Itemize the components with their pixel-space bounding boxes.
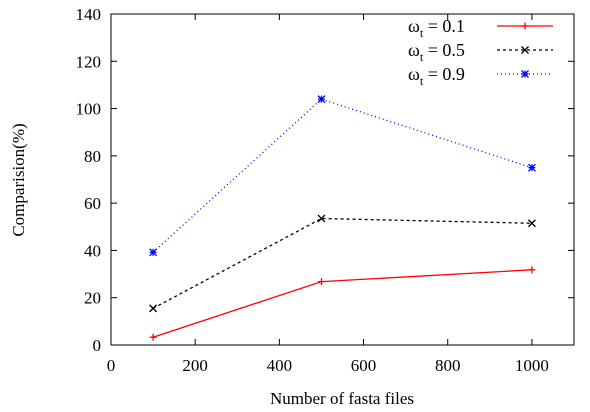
y-tick-label: 40 bbox=[84, 241, 101, 260]
legend-subscript: t bbox=[420, 26, 424, 40]
legend-marker bbox=[521, 22, 529, 30]
y-tick-label: 0 bbox=[93, 336, 102, 355]
x-tick-label: 0 bbox=[107, 356, 116, 375]
marker-stroke bbox=[521, 70, 529, 78]
legend-subscript: t bbox=[420, 74, 424, 88]
y-tick-label: 20 bbox=[84, 289, 101, 308]
series-line bbox=[152, 217, 532, 309]
marker-stroke bbox=[317, 95, 326, 104]
data-point bbox=[527, 219, 536, 228]
marker-stroke bbox=[149, 304, 158, 313]
legend-label: ωt = 0.9 bbox=[408, 64, 465, 88]
marker-stroke bbox=[527, 163, 536, 172]
marker-stroke bbox=[317, 214, 326, 223]
data-point bbox=[149, 333, 157, 341]
y-tick-label: 120 bbox=[76, 52, 102, 71]
data-point bbox=[528, 266, 536, 274]
y-axis-title: Comparision(%) bbox=[9, 123, 28, 236]
series-layer bbox=[149, 95, 536, 341]
legend-marker bbox=[521, 46, 529, 54]
x-axis-title: Number of fasta files bbox=[270, 389, 414, 408]
x-tick-label: 200 bbox=[182, 356, 208, 375]
y-tick-label: 60 bbox=[84, 194, 101, 213]
series-1 bbox=[149, 266, 536, 341]
series-2 bbox=[149, 214, 536, 313]
marker-stroke bbox=[149, 248, 158, 257]
legend-value: = 0.5 bbox=[423, 40, 465, 60]
tick-labels: 0 200 400 600 800 1000 0 20 40 60 80 100 120 140 bbox=[76, 5, 549, 375]
plot-frame bbox=[110, 13, 575, 346]
legend-value: = 0.1 bbox=[423, 16, 465, 36]
x-tick-label: 800 bbox=[435, 356, 461, 375]
series-line bbox=[152, 98, 533, 253]
y-tick-label: 80 bbox=[84, 147, 101, 166]
legend-label: ωt = 0.5 bbox=[408, 40, 465, 64]
legend-symbol: ω bbox=[408, 64, 420, 84]
legend-item: ωt = 0.1 bbox=[408, 16, 553, 40]
legend-symbol: ω bbox=[408, 16, 420, 36]
data-point bbox=[317, 214, 326, 223]
marker-stroke bbox=[521, 46, 529, 54]
series-3 bbox=[149, 95, 536, 257]
y-tick-label: 140 bbox=[76, 5, 102, 24]
legend-symbol: ω bbox=[408, 40, 420, 60]
legend-label: ωt = 0.1 bbox=[408, 16, 465, 40]
legend-subscript: t bbox=[420, 50, 424, 64]
x-tick-label: 1000 bbox=[515, 356, 549, 375]
x-tick-label: 600 bbox=[351, 356, 377, 375]
data-point bbox=[317, 95, 326, 104]
data-point bbox=[527, 163, 536, 172]
legend: ωt = 0.1ωt = 0.5ωt = 0.9 bbox=[408, 16, 553, 88]
legend-marker bbox=[521, 70, 529, 78]
legend-value: = 0.9 bbox=[423, 64, 465, 84]
y-tick-label: 100 bbox=[76, 100, 102, 119]
data-point bbox=[317, 278, 325, 286]
data-point bbox=[149, 248, 158, 257]
series-line bbox=[152, 269, 532, 338]
legend-item: ωt = 0.5 bbox=[408, 40, 553, 64]
x-tick-label: 400 bbox=[267, 356, 293, 375]
axis-ticks bbox=[110, 13, 574, 346]
marker-stroke bbox=[527, 219, 536, 228]
legend-item: ωt = 0.9 bbox=[408, 64, 553, 88]
data-point bbox=[149, 304, 158, 313]
